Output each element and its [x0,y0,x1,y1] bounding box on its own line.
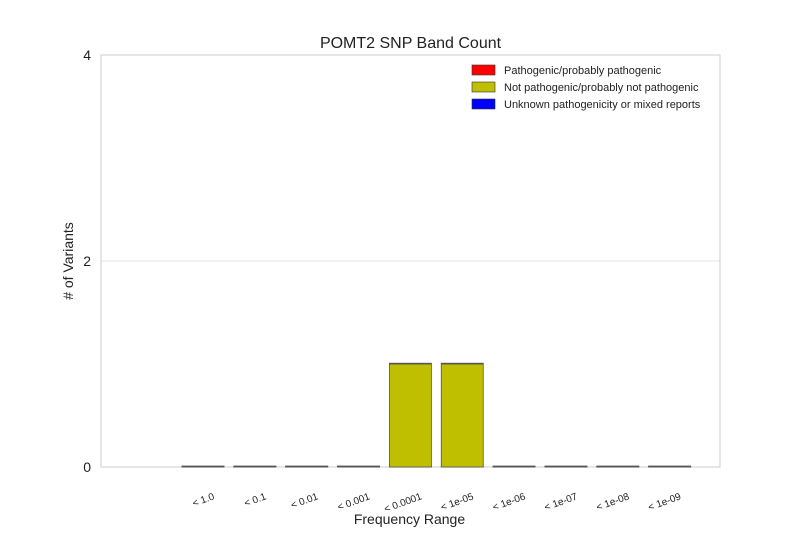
bar-2-5 [388,363,432,468]
x-axis-label: Frequency Range [354,511,466,527]
bar-3-1 [181,465,225,468]
bar-3-8 [544,465,588,468]
y-tick-label: 4 [83,47,91,63]
bar-3-9 [596,465,640,468]
legend-swatch-2 [471,81,496,93]
bar-3-6 [440,362,484,365]
y-axis-ticks: 0 2 4 [83,47,91,475]
bar-3-7 [492,465,536,468]
bars-group [181,362,692,468]
bar-3-2 [233,465,277,468]
legend-label-2: Not pathogenic/probably not pathogenic [504,82,699,94]
bar-3-3 [285,465,329,468]
x-tick-label: < 0.01 [290,491,321,511]
y-tick-label: 0 [83,459,91,475]
x-tick-label: < 1.0 [191,491,216,509]
legend-swatch-3 [471,98,496,110]
x-tick-label: < 0.1 [243,491,268,509]
chart-title: POMT2 SNP Band Count [320,35,502,52]
legend-label-1: Pathogenic/probably pathogenic [504,65,662,77]
bar-3-5 [388,362,432,365]
x-tick-label: < 1e-09 [647,491,683,513]
y-axis-label: # of Variants [60,222,76,300]
x-tick-label: < 1e-07 [543,491,579,513]
legend: Pathogenic/probably pathogenic Not pathog… [471,64,701,111]
bar-3-10 [648,465,692,468]
x-tick-label: < 1e-06 [491,491,527,513]
legend-label-3: Unknown pathogenicity or mixed reports [504,99,701,111]
legend-swatch-1 [471,64,496,76]
bar-2-6 [440,363,484,468]
y-tick-label: 2 [83,253,91,269]
x-tick-label: < 1e-08 [595,491,631,513]
bar-3-4 [337,465,380,468]
